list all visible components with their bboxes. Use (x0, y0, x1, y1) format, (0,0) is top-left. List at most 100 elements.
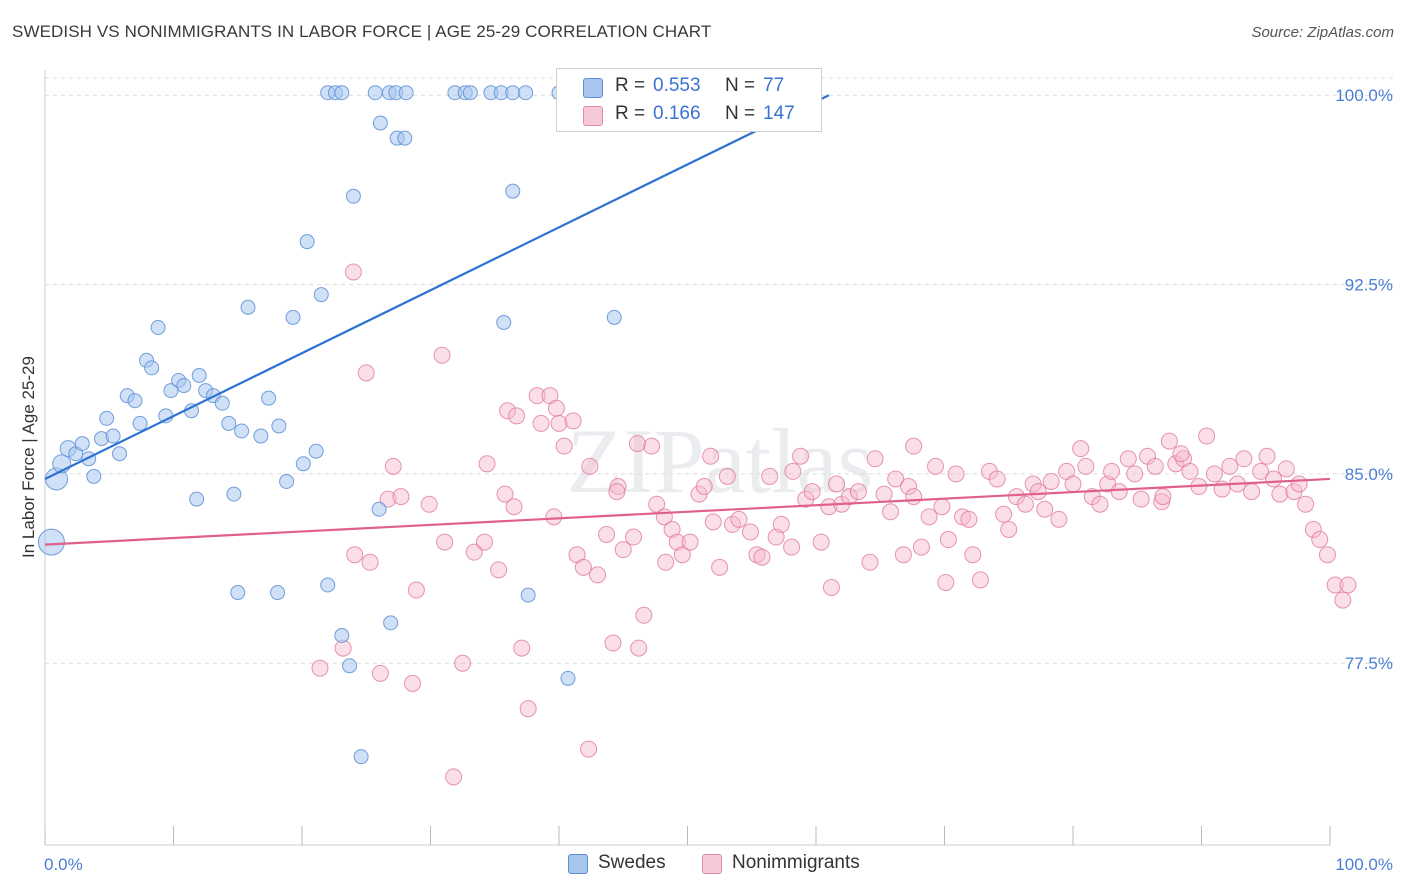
nonimmigrants-point (608, 483, 626, 501)
nonimmigrants-point (407, 581, 425, 599)
nonimmigrants-point (695, 478, 713, 496)
nonimmigrants-point (1126, 465, 1144, 483)
nonimmigrants-point (454, 654, 472, 672)
nonimmigrants-point (630, 639, 648, 657)
nonimmigrants-point (513, 639, 531, 657)
nonimmigrants-point (1119, 450, 1137, 468)
nonimmigrants-point (574, 558, 592, 576)
swedes-point (253, 428, 269, 444)
swedes-point (560, 670, 576, 686)
swedes-point (279, 473, 295, 489)
y-tick-label: 100.0% (1335, 86, 1393, 105)
nonimmigrants-point (718, 467, 736, 485)
nonimmigrants-point (947, 465, 965, 483)
r-value: 0.553 (653, 75, 701, 96)
swedes-point (334, 85, 350, 101)
swedes-point (518, 85, 534, 101)
nonimmigrants-point (1318, 546, 1336, 564)
nonimmigrants-point (1339, 576, 1357, 594)
nonimmigrants-point (964, 546, 982, 564)
source-label: Source: ZipAtlas.com (1251, 24, 1394, 41)
nonimmigrants-point (648, 495, 666, 513)
legend-label: Swedes (598, 852, 666, 873)
nonimmigrants-point (772, 515, 790, 533)
y-tick-label: 85.0% (1345, 465, 1393, 484)
swedes-point (397, 130, 413, 146)
nonimmigrants-point (420, 495, 438, 513)
x-tick-labels: 0.0% 100.0% (44, 855, 1393, 874)
nonimmigrants-point (1264, 470, 1282, 488)
nonimmigrants-point (761, 467, 779, 485)
nonimmigrants-point (905, 437, 923, 455)
nonimmigrants-point (711, 558, 729, 576)
nonimmigrants-point (1271, 485, 1289, 503)
swedes-point (234, 423, 250, 439)
x-tick-label: 100.0% (1335, 855, 1393, 874)
n-label: N = (725, 75, 756, 96)
nonimmigrants-point (753, 548, 771, 566)
nonimmigrants-point (866, 450, 884, 468)
swedes-point (383, 615, 399, 631)
nonimmigrants-point (519, 700, 537, 718)
nonimmigrants-point (1103, 462, 1121, 480)
swedes-point (189, 491, 205, 507)
nonimmigrants-point (912, 538, 930, 556)
swedes-point (462, 85, 478, 101)
nonimmigrants-point (1304, 520, 1322, 538)
nonimmigrants-point (887, 470, 905, 488)
nonimmigrants-point (433, 346, 451, 364)
nonimmigrants-point (346, 546, 364, 564)
nonimmigrants-point (673, 546, 691, 564)
swedes-point (112, 446, 128, 462)
nonimmigrants-point (445, 768, 463, 786)
nonimmigrants-point (894, 546, 912, 564)
y-tick-label: 92.5% (1345, 276, 1393, 295)
nonimmigrants-point (1016, 495, 1034, 513)
nonimmigrants-point (371, 664, 389, 682)
swedes-point (398, 85, 414, 101)
nonimmigrants-point (783, 538, 801, 556)
nonimmigrants-point (547, 399, 565, 417)
y-tick-label: 77.5% (1345, 654, 1393, 673)
n-value: 147 (763, 103, 795, 124)
swedes-point (270, 585, 286, 601)
nonimmigrants-point (1091, 495, 1109, 513)
n-label: N = (725, 103, 756, 124)
nonimmigrants-point (1235, 450, 1253, 468)
swedes-point (372, 115, 388, 131)
swedes-points (37, 85, 779, 765)
nonimmigrants-point (971, 571, 989, 589)
nonimmigrants-point (496, 485, 514, 503)
nonimmigrants-point (1050, 510, 1068, 528)
nonimmigrants-point (1000, 520, 1018, 538)
swedes-point (520, 587, 536, 603)
nonimmigrants-trend-line (44, 477, 1331, 546)
nonimmigrants-swatch (702, 854, 722, 874)
swedes-point (371, 501, 387, 517)
nonimmigrants-point (392, 488, 410, 506)
swedes-point (37, 528, 65, 556)
nonimmigrants-point (1243, 483, 1261, 501)
swedes-point (127, 393, 143, 409)
nonimmigrants-point (589, 566, 607, 584)
nonimmigrants-point (1290, 475, 1308, 493)
nonimmigrants-point (1198, 427, 1216, 445)
nonimmigrants-point (927, 457, 945, 475)
y-tick-labels: 100.0% 92.5% 85.0% 77.5% (1335, 86, 1393, 673)
legend-row-swedes: R = 0.553 N = 77 (557, 72, 821, 102)
nonimmigrants-point (812, 533, 830, 551)
nonimmigrants-point (436, 533, 454, 551)
nonimmigrants-point (357, 364, 375, 382)
swedes-point (353, 749, 369, 765)
swedes-point (214, 395, 230, 411)
swedes-point (334, 627, 350, 643)
nonimmigrants-point (625, 528, 643, 546)
chart-title: SWEDISH VS NONIMMIGRANTS IN LABOR FORCE … (12, 22, 712, 41)
nonimmigrants-point (628, 435, 646, 453)
nonimmigrants-point (840, 488, 858, 506)
nonimmigrants-point (1042, 472, 1060, 490)
nonimmigrants-swatch (583, 106, 603, 126)
swedes-point (505, 183, 521, 199)
nonimmigrants-point (478, 455, 496, 473)
